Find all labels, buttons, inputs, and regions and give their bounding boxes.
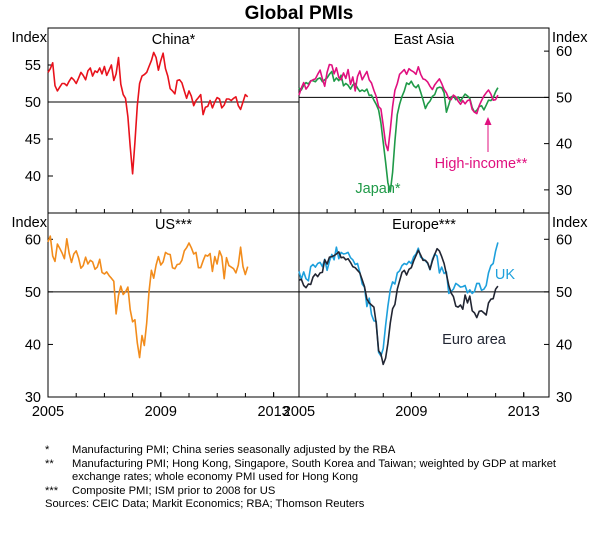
- y-tick-label: 60: [556, 232, 572, 248]
- x-tick-label: 2009: [395, 404, 427, 420]
- y-tick-label: 40: [25, 169, 41, 185]
- y-tick-label: 55: [25, 58, 41, 74]
- panel-title: East Asia: [394, 32, 455, 48]
- y-tick-label: 50: [25, 95, 41, 111]
- x-tick-label: 2013: [508, 404, 540, 420]
- footnote-2: ** Manufacturing PMI; Hong Kong, Singapo…: [45, 458, 565, 485]
- series-label: High-income**: [435, 156, 528, 172]
- y-axis-label: Index: [552, 30, 588, 46]
- y-axis-label: Index: [552, 215, 588, 231]
- y-tick-label: 40: [556, 137, 572, 153]
- y-tick-label: 40: [556, 337, 572, 353]
- footnote-3-text: Composite PMI; ISM prior to 2008 for US: [72, 484, 276, 497]
- footnote-2-mark: **: [45, 457, 54, 470]
- series-line-uk: [298, 242, 499, 357]
- y-tick-label: 50: [556, 90, 572, 106]
- footnote-3: *** Composite PMI; ISM prior to 2008 for…: [45, 485, 565, 499]
- series-line-highincome: [298, 63, 499, 152]
- y-tick-label: 60: [25, 232, 41, 248]
- footnote-1: * Manufacturing PMI; China series season…: [45, 444, 565, 458]
- series-label: UK: [495, 267, 515, 283]
- y-tick-label: 45: [25, 132, 41, 148]
- series-line-japan: [298, 70, 499, 193]
- series-label: Japan*: [355, 181, 401, 197]
- y-axis-label: Index: [12, 215, 48, 231]
- x-tick-label: 2005: [283, 404, 315, 420]
- footnote-1-text: Manufacturing PMI; China series seasonal…: [72, 444, 396, 456]
- high-income-arrow-head: [484, 117, 492, 125]
- y-tick-label: 30: [25, 390, 41, 406]
- x-tick-label: 2013: [257, 404, 289, 420]
- panel-title: US***: [155, 217, 192, 233]
- footnote-1-mark: *: [45, 444, 50, 456]
- y-tick-label: 30: [556, 390, 572, 406]
- series-line-euroarea: [298, 247, 499, 366]
- footnotes: * Manufacturing PMI; China series season…: [45, 444, 565, 512]
- series-line-us: [47, 235, 249, 359]
- y-tick-label: 50: [556, 285, 572, 301]
- series-label: Euro area: [442, 332, 507, 348]
- panel-title: China*: [152, 32, 196, 48]
- panel-title: Europe***: [392, 217, 456, 233]
- y-tick-label: 50: [25, 285, 41, 301]
- chart-title: Global PMIs: [245, 3, 354, 24]
- y-tick-label: 40: [25, 337, 41, 353]
- footnote-2-text: Manufacturing PMI; Hong Kong, Singapore,…: [72, 457, 557, 484]
- x-tick-label: 2009: [145, 404, 177, 420]
- x-tick-label: 2005: [32, 404, 64, 420]
- sources-line: Sources: CEIC Data; Markit Economics; RB…: [45, 498, 365, 511]
- y-axis-label: Index: [12, 30, 48, 46]
- panel-1: China* 40 45 50 55 Index: [12, 30, 299, 213]
- series-line-china: [47, 51, 249, 175]
- y-tick-label: 60: [556, 44, 572, 60]
- y-tick-label: 30: [556, 183, 572, 199]
- footnote-3-mark: ***: [45, 484, 59, 497]
